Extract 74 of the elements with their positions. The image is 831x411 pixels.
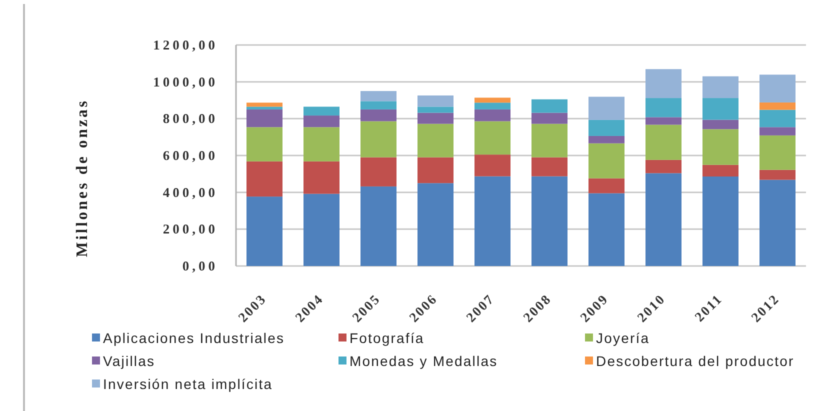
bar [417, 124, 454, 158]
legend-label: Fotografía [350, 330, 424, 346]
bar [702, 176, 739, 266]
y-tick-label: 400,00 [162, 184, 218, 200]
bar [360, 186, 397, 266]
bar [702, 76, 739, 98]
bar [759, 170, 796, 180]
bar [417, 157, 454, 184]
legend-label: Joyería [596, 330, 650, 346]
legend-label: Descobertura del productor [596, 353, 794, 369]
bar [645, 173, 682, 266]
bar [417, 95, 454, 107]
bar [588, 178, 625, 194]
bar [474, 109, 511, 122]
bar [246, 196, 283, 266]
legend-label: Vajillas [103, 353, 156, 369]
bar [360, 91, 397, 102]
bar [246, 106, 283, 110]
bar [417, 183, 454, 266]
bar [474, 154, 511, 176]
bar [360, 157, 397, 186]
bar [474, 176, 511, 266]
y-tick-label: 800,00 [162, 111, 218, 126]
bar [645, 69, 682, 98]
bar [759, 135, 796, 170]
bar [303, 161, 340, 194]
bar [360, 101, 397, 110]
bar [702, 164, 739, 176]
bar [531, 176, 568, 266]
legend-label: Inversión neta implícita [103, 376, 273, 392]
y-tick-label: 0,00 [182, 258, 218, 274]
bar [474, 102, 511, 110]
bar [303, 116, 340, 128]
bar [759, 127, 796, 136]
bar [588, 136, 625, 144]
bar [531, 99, 568, 113]
bar [645, 124, 682, 160]
bar [360, 109, 397, 122]
bar [759, 180, 796, 266]
bar [474, 98, 511, 103]
bar [531, 124, 568, 158]
bar [759, 110, 796, 128]
bar [246, 109, 283, 128]
bar [702, 129, 739, 165]
bar [588, 120, 625, 136]
bar [645, 98, 682, 118]
bar [588, 143, 625, 178]
bar [759, 74, 796, 102]
bar [417, 112, 454, 124]
bar [702, 98, 739, 120]
bar [531, 157, 568, 176]
legend-label: Monedas y Medallas [350, 353, 498, 369]
bar [417, 106, 454, 113]
bar [303, 106, 340, 116]
y-axis-title: Millones de onzas [74, 98, 90, 258]
bar [303, 194, 340, 266]
bar [645, 117, 682, 125]
bar [474, 121, 511, 155]
bar [246, 161, 283, 197]
y-tick-label: 1200,00 [153, 38, 218, 52]
bar [702, 120, 739, 130]
bar [246, 127, 283, 162]
bar [246, 102, 283, 107]
bar [645, 160, 682, 174]
bar [360, 121, 397, 158]
bar [531, 112, 568, 124]
y-tick-label: 1000,00 [153, 74, 218, 90]
bar [588, 96, 625, 120]
bar [303, 127, 340, 162]
y-tick-label: 600,00 [162, 148, 218, 163]
y-tick-label: 200,00 [162, 222, 218, 237]
legend-label: Aplicaciones Industriales [103, 330, 285, 346]
bar [588, 193, 625, 266]
bar [759, 102, 796, 110]
